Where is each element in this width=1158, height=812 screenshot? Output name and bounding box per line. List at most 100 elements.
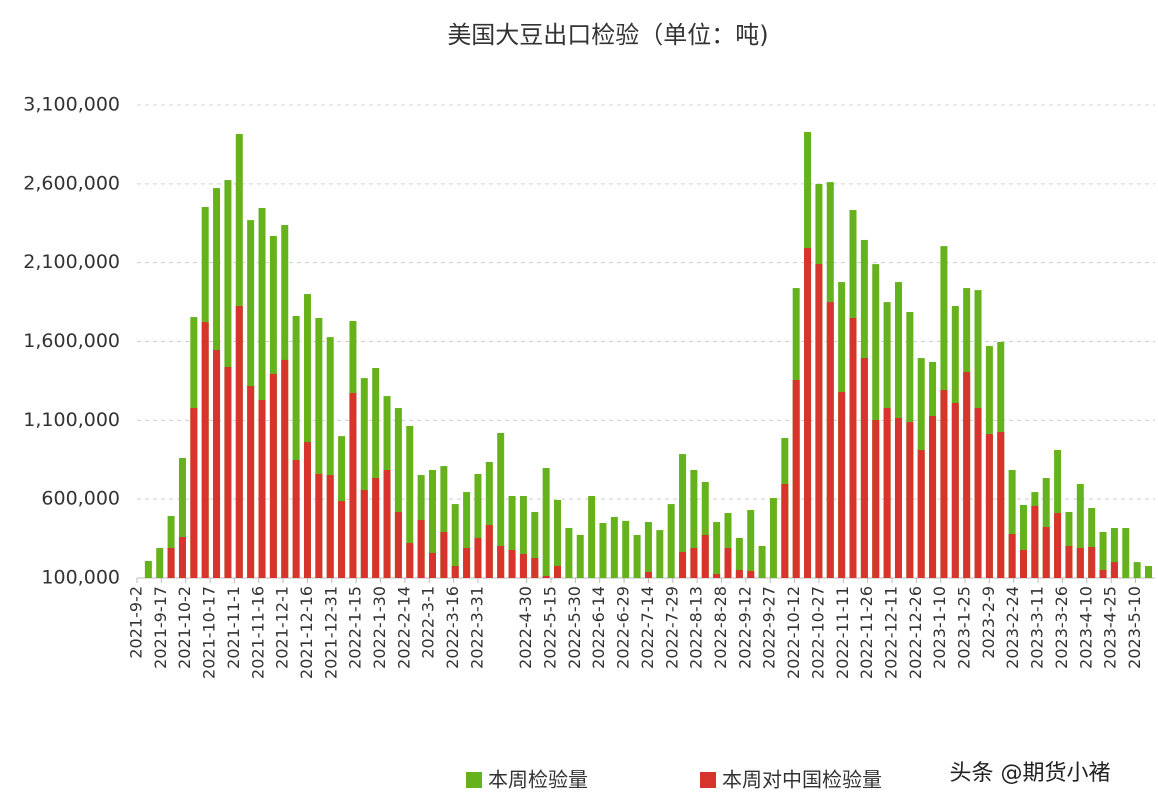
x-tick-label: 2022-3-16 (443, 586, 462, 669)
bar (1145, 566, 1153, 578)
bar (474, 537, 482, 578)
bar (213, 350, 221, 578)
bar (326, 475, 334, 578)
bar (690, 548, 698, 578)
bar (326, 337, 334, 578)
bar (1019, 505, 1027, 578)
x-tick-label: 2022-11-26 (857, 586, 876, 679)
bar (985, 434, 993, 578)
x-tick-label: 2023-2-9 (979, 586, 998, 659)
bar (531, 511, 539, 578)
bar (1099, 569, 1107, 578)
bar (554, 566, 562, 578)
bar (440, 531, 448, 578)
x-tick-label: 2022-5-30 (565, 586, 584, 669)
x-tick-label: 2022-3-1 (419, 586, 438, 659)
bar (497, 432, 505, 578)
bar (372, 367, 380, 578)
bar (724, 513, 732, 578)
y-tick-label: 600,000 (41, 488, 120, 510)
x-tick-label: 2022-5-15 (541, 586, 560, 669)
bar (769, 498, 777, 578)
legend-label: 本周对中国检验量 (722, 768, 882, 792)
bar (747, 571, 755, 578)
bar (599, 522, 607, 578)
x-tick-label: 2021-10-17 (200, 586, 219, 679)
bar (917, 449, 925, 578)
bar (451, 504, 459, 578)
bar (735, 569, 743, 578)
x-tick-label: 2022-9-27 (760, 586, 779, 669)
bar (167, 516, 175, 578)
bar (872, 420, 880, 578)
bar (269, 373, 277, 578)
y-tick-label: 3,100,000 (23, 94, 120, 116)
bar (1019, 549, 1027, 578)
x-tick-label: 2023-3-11 (1028, 586, 1047, 669)
y-tick-label: 2,600,000 (23, 172, 120, 194)
bar (633, 534, 641, 578)
bar (997, 432, 1005, 578)
chart-title: 美国大豆出口检验（单位：吨) (447, 21, 768, 49)
x-tick-label: 2023-1-25 (955, 586, 974, 669)
bar (713, 522, 721, 578)
bar (542, 575, 550, 578)
bar (406, 542, 414, 578)
bar (417, 519, 425, 578)
bar (281, 359, 289, 578)
bar (463, 548, 471, 578)
x-tick-label: 2021-10-2 (175, 586, 194, 669)
bar (940, 390, 948, 578)
x-tick-label: 2022-6-14 (589, 586, 608, 669)
bar (849, 318, 857, 578)
bar (1099, 531, 1107, 578)
bar (360, 378, 368, 578)
bar (724, 548, 732, 578)
x-tick-label: 2022-8-13 (687, 586, 706, 669)
legend-label: 本周检验量 (488, 768, 588, 792)
bar (247, 385, 255, 578)
bar (656, 530, 664, 578)
bar (679, 551, 687, 578)
bar (394, 408, 402, 578)
x-tick-label: 2022-4-30 (516, 586, 535, 669)
x-tick-label: 2022-12-11 (881, 586, 900, 679)
bar (292, 460, 300, 578)
x-tick-label: 2022-7-14 (638, 586, 657, 669)
bar (178, 537, 186, 578)
bar (201, 322, 209, 578)
bar (1065, 545, 1073, 578)
y-tick-label: 1,100,000 (23, 409, 120, 431)
bar (1076, 484, 1084, 578)
bar (485, 525, 493, 578)
bar (1110, 562, 1118, 578)
x-tick-label: 2022-9-12 (735, 586, 754, 669)
bar (190, 408, 198, 578)
bar (156, 548, 164, 578)
bar (679, 454, 687, 578)
bar (815, 264, 823, 578)
x-tick-label: 2023-3-26 (1052, 586, 1071, 669)
x-tick-label: 2021-12-1 (273, 586, 292, 669)
legend-swatch (700, 772, 716, 788)
bar (1088, 507, 1096, 578)
bar (394, 511, 402, 578)
bar (303, 294, 311, 578)
bar (929, 416, 937, 578)
bar (383, 469, 391, 578)
x-tick-label: 2021-11-1 (224, 586, 243, 669)
x-tick-label: 2022-10-12 (784, 586, 803, 679)
bar (338, 501, 346, 578)
bar (292, 315, 300, 578)
bar (451, 566, 459, 578)
bar (974, 408, 982, 578)
bar (485, 461, 493, 578)
bar (1088, 546, 1096, 578)
bar (178, 458, 186, 578)
bar (315, 473, 323, 578)
bar (701, 481, 709, 578)
bar (519, 554, 527, 578)
bar (906, 422, 914, 578)
bar (826, 302, 834, 578)
